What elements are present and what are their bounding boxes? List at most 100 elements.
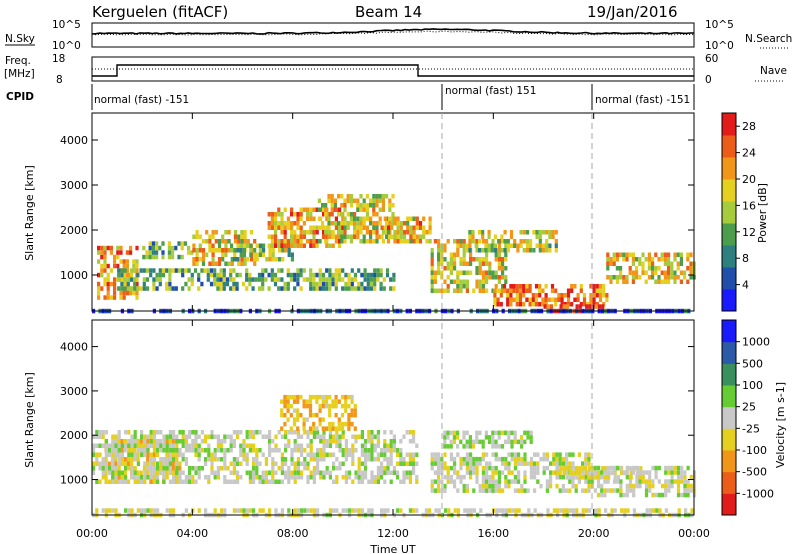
cell-p0-r2 bbox=[224, 261, 228, 266]
cell-p0-r3 bbox=[236, 248, 240, 253]
cell-p1-r1 bbox=[252, 466, 256, 471]
cell-p1-r1 bbox=[152, 439, 156, 444]
cell-p0-r7 bbox=[386, 225, 391, 230]
cell-p0-r4 bbox=[328, 230, 332, 235]
cell-p0-r2 bbox=[192, 234, 196, 239]
cell-p1-r1 bbox=[402, 475, 406, 480]
cell-p0-r12 bbox=[622, 279, 626, 284]
cell-p1-r6 bbox=[648, 483, 652, 489]
cell-p1-r1 bbox=[101, 470, 105, 475]
cell-p0-r6 bbox=[273, 272, 278, 278]
cell-p0-r6 bbox=[229, 277, 233, 282]
cell-p0-r12 bbox=[651, 275, 655, 280]
freq-label: Freq. bbox=[5, 55, 31, 67]
cell-p1-r3 bbox=[520, 435, 524, 440]
cell-p1-r4 bbox=[459, 474, 463, 480]
cell-p0-r3 bbox=[246, 257, 250, 262]
cell-p1-r0 bbox=[149, 479, 153, 484]
cell-p1-r1 bbox=[319, 470, 323, 475]
cell-p1-r1 bbox=[328, 475, 332, 480]
cell-p1-r1 bbox=[306, 479, 310, 484]
cell-p1-r6 bbox=[676, 492, 681, 498]
cell-p0-r9 bbox=[506, 239, 510, 244]
cell-p0-r6 bbox=[312, 286, 316, 291]
cell-p0-r5 bbox=[346, 212, 350, 217]
cell-p0-r10 bbox=[528, 302, 532, 307]
cell-p1-r1 bbox=[312, 430, 316, 435]
cell-p0-r5 bbox=[356, 198, 360, 203]
cell-p1-r1 bbox=[133, 466, 137, 471]
cell-p1-r4 bbox=[443, 452, 447, 457]
cell-p0-r1 bbox=[183, 241, 187, 246]
cell-p1-r1 bbox=[364, 443, 368, 448]
cell-p0-r12 bbox=[686, 257, 690, 262]
cell-p1-r2 bbox=[331, 421, 335, 427]
cell-p0-r7 bbox=[406, 230, 410, 235]
cell-p0-r9 bbox=[525, 248, 530, 253]
cell-p0-r5 bbox=[346, 225, 350, 230]
cell-p1-r1 bbox=[268, 479, 272, 484]
cell-p0-r10 bbox=[595, 293, 599, 298]
cbar-label-0-5: 8 bbox=[742, 252, 749, 265]
cell-p0-r6 bbox=[309, 272, 313, 278]
cell-p0-r6 bbox=[321, 286, 326, 291]
cell-p1-r1 bbox=[165, 466, 169, 471]
cell-p0-r6 bbox=[120, 272, 124, 278]
cell-p0-r7 bbox=[396, 239, 400, 244]
cell-p1-r1 bbox=[130, 466, 134, 471]
cell-p1-r3 bbox=[500, 430, 504, 436]
cell-p0-r4 bbox=[296, 234, 300, 239]
cell-p0-r2 bbox=[227, 248, 231, 253]
cell-p1-r1 bbox=[264, 479, 268, 484]
cell-p0-r3 bbox=[236, 257, 240, 262]
cell-p0-r8 bbox=[437, 248, 441, 253]
cell-p1-r6 bbox=[644, 470, 649, 475]
cell-p0-r8 bbox=[491, 239, 495, 244]
cell-p1-r0 bbox=[117, 439, 121, 444]
cell-p0-r5 bbox=[333, 198, 337, 203]
cell-p0-r5 bbox=[324, 207, 328, 212]
cell-p0-r9 bbox=[487, 243, 491, 248]
cell-p0-r4 bbox=[274, 243, 278, 248]
cell-p0-r0 bbox=[103, 295, 107, 300]
cell-p0-r4 bbox=[331, 234, 335, 239]
cell-p0-r8 bbox=[501, 270, 505, 275]
cell-p1-r6 bbox=[638, 474, 642, 480]
cell-p1-r0 bbox=[123, 457, 127, 462]
cell-p0-r0 bbox=[106, 290, 110, 296]
cell-p0-r7 bbox=[396, 230, 400, 235]
cell-p0-r4 bbox=[290, 234, 294, 239]
cell-p0-r4 bbox=[302, 221, 306, 226]
cell-p0-r2 bbox=[227, 230, 231, 235]
cell-p0-r10 bbox=[566, 297, 571, 302]
cell-p0-r12 bbox=[638, 257, 642, 262]
cell-p1-r2 bbox=[305, 399, 309, 404]
cell-p0-r6 bbox=[385, 268, 390, 273]
cell-p0-r8 bbox=[440, 248, 444, 253]
cell-p0-r6 bbox=[366, 281, 370, 287]
cell-p1-r7 bbox=[354, 508, 358, 513]
cell-p1-r1 bbox=[309, 470, 313, 475]
cell-p1-r4 bbox=[462, 483, 466, 489]
cell-p1-r4 bbox=[584, 461, 588, 466]
cell-p1-r1 bbox=[290, 470, 294, 475]
cell-p0-r4 bbox=[312, 207, 316, 212]
cell-p1-r4 bbox=[469, 474, 473, 480]
cell-p0-r4 bbox=[267, 243, 271, 248]
cell-p0-r8 bbox=[453, 261, 457, 266]
cell-p1-r1 bbox=[149, 439, 153, 444]
cell-p1-r1 bbox=[268, 439, 272, 444]
cell-p1-r7 bbox=[152, 508, 156, 513]
cell-p1-r0 bbox=[139, 470, 143, 475]
cell-p0-r10 bbox=[576, 297, 580, 302]
cell-p0-r10 bbox=[592, 297, 596, 302]
cell-p1-r4 bbox=[555, 456, 559, 462]
cell-p0-r3 bbox=[258, 248, 262, 253]
cell-p0-r11 bbox=[588, 304, 592, 309]
cell-p0-r6 bbox=[126, 281, 130, 287]
cell-p1-r1 bbox=[95, 443, 99, 448]
cell-p1-r1 bbox=[92, 434, 96, 439]
cell-p1-r1 bbox=[95, 479, 99, 484]
cell-p0-r9 bbox=[487, 234, 491, 239]
cell-p0-r9 bbox=[516, 243, 520, 248]
